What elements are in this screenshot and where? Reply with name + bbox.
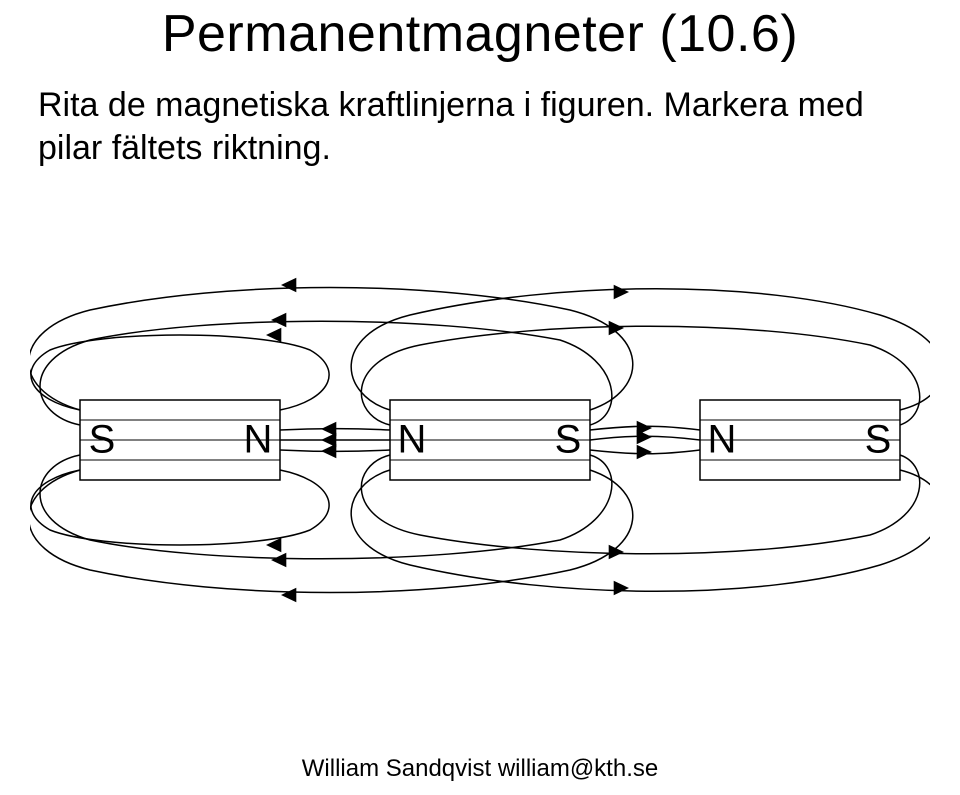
magnet: NS <box>700 400 900 480</box>
page-subtitle: Rita de magnetiska kraftlinjerna i figur… <box>38 84 922 169</box>
magnet-pole-label: S <box>89 418 116 462</box>
magnet-diagram: SNNSNS <box>30 240 930 640</box>
magnet-pole-label: S <box>865 418 892 462</box>
magnet-pole-label: N <box>708 418 737 462</box>
field-arrow <box>321 444 336 458</box>
field-arrow <box>614 285 629 299</box>
diagram-svg: SNNSNS <box>30 240 930 640</box>
magnet: SN <box>80 400 280 480</box>
page-footer: William Sandqvist william@kth.se <box>0 755 960 783</box>
field-arrow <box>271 553 286 567</box>
magnet-pole-label: N <box>398 418 427 462</box>
page-title: Permanentmagneter (10.6) <box>0 4 960 64</box>
field-arrow <box>281 588 296 602</box>
field-arrow <box>271 313 286 327</box>
field-line <box>351 289 930 410</box>
magnet: NS <box>390 400 590 480</box>
page: Permanentmagneter (10.6) Rita de magneti… <box>0 0 960 795</box>
field-arrow <box>281 278 296 292</box>
magnet-pole-label: S <box>555 418 582 462</box>
field-arrow <box>637 445 652 459</box>
field-line <box>31 470 329 545</box>
field-arrow <box>614 581 629 595</box>
field-arrow <box>637 430 652 444</box>
field-line <box>30 288 633 411</box>
field-line <box>351 470 930 591</box>
magnet-pole-label: N <box>244 418 273 462</box>
field-line <box>31 335 329 410</box>
field-line <box>30 470 633 593</box>
